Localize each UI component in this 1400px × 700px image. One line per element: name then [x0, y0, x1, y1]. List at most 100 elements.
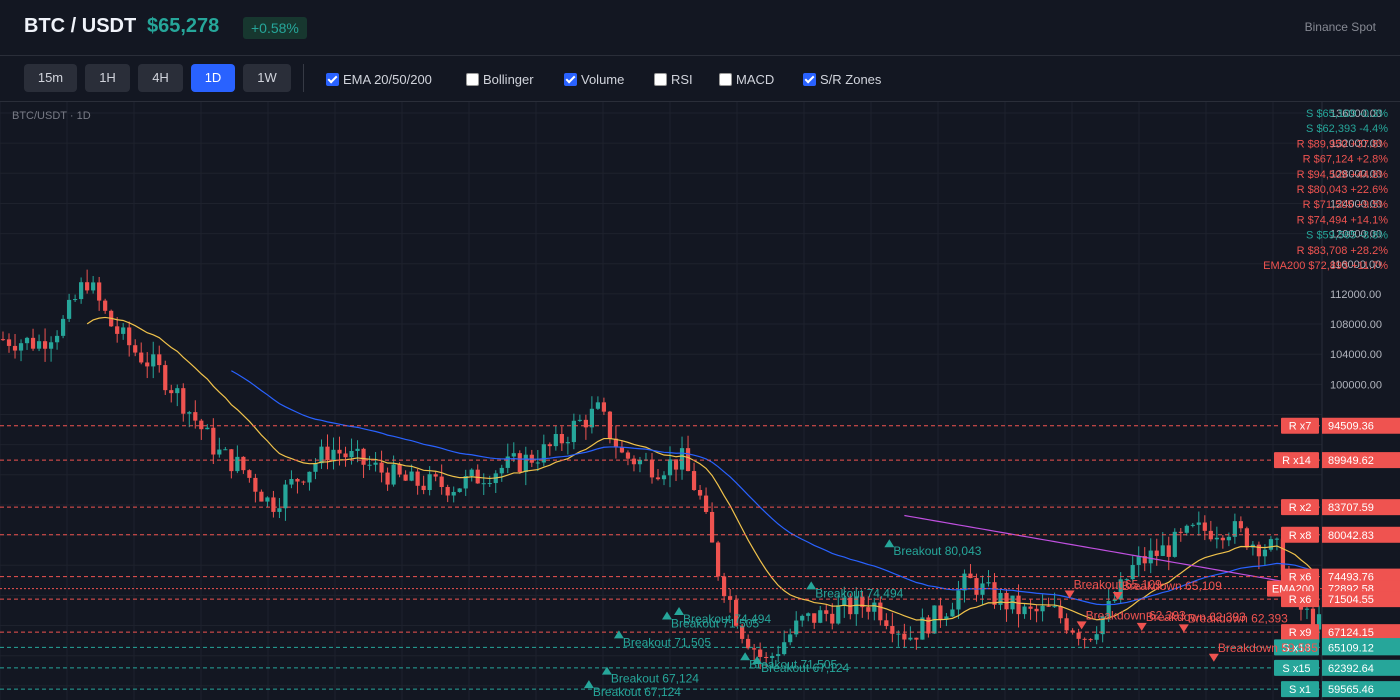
timeframe-15m-button[interactable]: 15m — [24, 64, 77, 92]
level-tag: S x1 — [1289, 684, 1311, 696]
candle-body — [962, 573, 967, 591]
checkbox-checked-icon[interactable] — [803, 72, 816, 86]
candle-body — [1028, 606, 1033, 609]
candle-body — [944, 616, 949, 620]
candle-body — [830, 613, 835, 624]
signal-label: Breakdown 59,565 — [1218, 641, 1318, 655]
level-tag-box — [1281, 417, 1319, 434]
candle-body — [85, 282, 90, 291]
candle-body — [259, 491, 264, 502]
signal-arrow-up-icon — [674, 607, 685, 616]
volume-toggle-label: Volume — [581, 71, 625, 87]
last-price: $65,278 — [147, 15, 220, 37]
candle-body — [349, 450, 354, 458]
candle-body — [1016, 595, 1021, 615]
candle-body — [283, 484, 288, 509]
candle-body — [619, 447, 625, 453]
sr-zones-toggle[interactable]: S/R Zones — [803, 71, 881, 87]
checkbox-unchecked-icon[interactable] — [719, 72, 732, 86]
candle-body — [806, 613, 811, 616]
level-price-box — [1322, 681, 1400, 698]
price-chart[interactable]: R x7 94509.36 R x14 89949.62 R x2 83707.59 R x… — [0, 102, 1400, 700]
level-price-box — [1322, 526, 1400, 543]
checkbox-unchecked-icon[interactable] — [466, 72, 479, 86]
ema200-line — [904, 514, 1320, 589]
volume-toggle[interactable]: Volume — [564, 71, 624, 87]
candle-body — [1142, 556, 1147, 564]
candle-body — [1082, 638, 1087, 640]
candle-body — [661, 475, 667, 480]
candle-body — [926, 617, 931, 634]
level-tag-box — [1281, 591, 1319, 608]
signal-arrow-down-icon — [1136, 622, 1147, 631]
zone-list-item: R $67,124 +2.8% — [1303, 154, 1389, 166]
level-price-label: 59565.46 — [1328, 684, 1374, 696]
candle-body — [6, 339, 12, 346]
candle-body — [613, 438, 619, 448]
macd-toggle[interactable]: MACD — [719, 71, 774, 87]
candle-body — [631, 458, 637, 465]
signal-label: Breakout 67,124 — [761, 661, 849, 675]
checkbox-checked-icon[interactable] — [326, 72, 339, 86]
signal-label: Breakdown 62,393 — [1188, 611, 1288, 625]
candle-body — [1136, 556, 1141, 565]
bollinger-toggle-label: Bollinger — [483, 71, 534, 87]
checkbox-unchecked-icon[interactable] — [654, 72, 667, 86]
candle-body — [1160, 545, 1165, 556]
candle-body — [697, 490, 703, 496]
candle-body — [1058, 606, 1063, 619]
candle-body — [463, 476, 468, 489]
candle-body — [679, 448, 685, 470]
candle-body — [782, 642, 787, 655]
timeframe-1w-button[interactable]: 1W — [243, 64, 291, 92]
candle-body — [115, 326, 120, 334]
ema-toggle[interactable]: EMA 20/50/200 — [326, 71, 432, 87]
candle-body — [379, 462, 384, 473]
zone-list-item: R $74,494 +14.1% — [1297, 214, 1389, 226]
candle-body — [1184, 525, 1189, 533]
candle-body — [800, 615, 805, 621]
candle-body — [715, 542, 721, 577]
bollinger-toggle[interactable]: Bollinger — [466, 71, 534, 87]
candle-body — [685, 448, 691, 472]
candle-body — [1076, 632, 1081, 639]
candle-body — [361, 448, 366, 465]
level-price-box — [1322, 659, 1400, 676]
candle-body — [1208, 530, 1213, 540]
candle-body — [1034, 608, 1039, 612]
signal-arrow-up-icon — [613, 630, 624, 639]
signal-arrow-up-icon — [601, 666, 612, 675]
checkbox-checked-icon[interactable] — [564, 72, 577, 86]
timeframe-4h-button[interactable]: 4H — [138, 64, 183, 92]
candle-body — [938, 605, 943, 620]
timeframe-1h-button[interactable]: 1H — [85, 64, 130, 92]
ema-toggle-label: EMA 20/50/200 — [343, 71, 432, 87]
candle-body — [457, 488, 462, 492]
chart-symbol-label: BTC/USDT · 1D — [12, 110, 91, 122]
candle-body — [1046, 605, 1051, 607]
candle-body — [427, 474, 432, 491]
candle-body — [397, 464, 402, 475]
candle-body — [193, 412, 198, 421]
timeframe-1d-button[interactable]: 1D — [191, 64, 235, 92]
candle-body — [433, 474, 438, 477]
signal-label: Breakout 71,505 — [749, 657, 837, 671]
candle-body — [998, 592, 1003, 605]
candle-body — [1004, 592, 1009, 610]
candle-body — [842, 597, 847, 606]
candle-body — [217, 449, 222, 455]
candle-body — [355, 448, 360, 451]
candle-body — [79, 282, 84, 300]
signal-label: Breakout 74,494 — [683, 612, 771, 626]
candle-body — [667, 459, 673, 476]
zone-list-item: R $94,509 +44.8% — [1297, 169, 1389, 181]
candle-body — [1022, 606, 1027, 615]
rsi-toggle[interactable]: RSI — [654, 71, 693, 87]
zone-list-item: R $89,950 +37.8% — [1297, 138, 1389, 150]
level-tag: R x14 — [1282, 455, 1311, 467]
chart-area[interactable]: R x7 94509.36 R x14 89949.62 R x2 83707.59 R x… — [0, 102, 1400, 700]
candle-body — [595, 402, 601, 409]
candle-body — [30, 337, 36, 349]
candle-body — [307, 471, 312, 483]
candle-body — [589, 408, 594, 428]
